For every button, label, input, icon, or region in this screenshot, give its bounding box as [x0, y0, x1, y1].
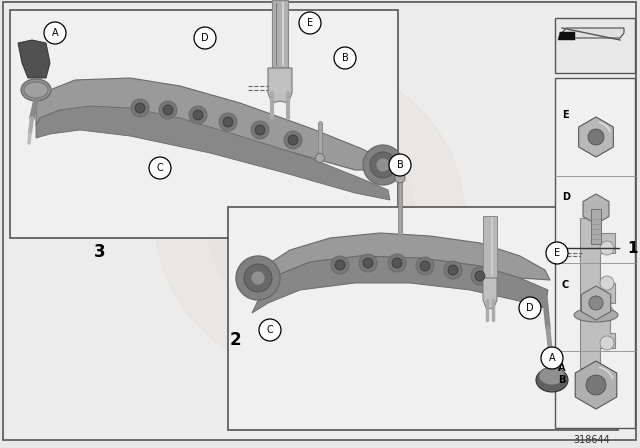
Circle shape: [389, 154, 411, 176]
Circle shape: [135, 103, 145, 113]
Text: A: A: [52, 28, 58, 38]
Circle shape: [250, 158, 370, 278]
Ellipse shape: [21, 79, 51, 101]
Circle shape: [205, 113, 415, 323]
Circle shape: [131, 99, 149, 117]
Circle shape: [255, 125, 265, 135]
Circle shape: [244, 264, 272, 292]
Circle shape: [448, 265, 458, 275]
Text: D: D: [526, 303, 534, 313]
Text: C: C: [267, 325, 273, 335]
Circle shape: [194, 27, 216, 49]
Polygon shape: [265, 233, 550, 286]
Circle shape: [444, 261, 462, 279]
Text: 318644: 318644: [573, 435, 611, 445]
Bar: [10, 10, 398, 238]
Text: B: B: [342, 53, 348, 63]
Circle shape: [416, 257, 434, 275]
Polygon shape: [581, 286, 611, 320]
Circle shape: [159, 101, 177, 119]
Circle shape: [331, 256, 349, 274]
Circle shape: [586, 375, 606, 395]
Circle shape: [236, 256, 280, 300]
Circle shape: [475, 271, 485, 281]
Circle shape: [219, 113, 237, 131]
Circle shape: [44, 22, 66, 44]
Circle shape: [251, 121, 269, 139]
Circle shape: [259, 319, 281, 341]
Text: E: E: [562, 110, 568, 120]
Circle shape: [363, 258, 373, 268]
Circle shape: [193, 110, 203, 120]
Circle shape: [420, 261, 430, 271]
Text: 3: 3: [94, 243, 106, 261]
Text: B: B: [397, 160, 403, 170]
Polygon shape: [583, 194, 609, 224]
Polygon shape: [483, 278, 497, 310]
Circle shape: [155, 63, 465, 373]
Circle shape: [395, 173, 405, 183]
Circle shape: [388, 254, 406, 272]
Ellipse shape: [24, 82, 48, 98]
Text: A: A: [548, 353, 556, 363]
Bar: [228, 207, 618, 430]
Circle shape: [541, 347, 563, 369]
Text: D: D: [562, 192, 570, 202]
Polygon shape: [18, 40, 50, 78]
Circle shape: [189, 106, 207, 124]
Circle shape: [519, 297, 541, 319]
Circle shape: [600, 306, 614, 320]
Circle shape: [251, 271, 265, 285]
Text: 2: 2: [229, 331, 241, 349]
Circle shape: [600, 241, 614, 255]
Ellipse shape: [536, 368, 568, 392]
Bar: [483, 216, 497, 278]
Circle shape: [163, 105, 173, 115]
Polygon shape: [268, 68, 292, 103]
Circle shape: [334, 47, 356, 69]
Text: C: C: [157, 163, 163, 173]
Bar: [555, 18, 635, 73]
Circle shape: [299, 12, 321, 34]
Text: E: E: [554, 248, 560, 258]
Polygon shape: [36, 78, 385, 170]
Circle shape: [370, 152, 396, 178]
Text: D: D: [201, 33, 209, 43]
Polygon shape: [36, 106, 390, 200]
Ellipse shape: [539, 367, 565, 385]
Bar: [555, 78, 635, 428]
Text: B: B: [558, 375, 565, 385]
Circle shape: [288, 135, 298, 145]
Circle shape: [359, 254, 377, 272]
Circle shape: [600, 276, 614, 290]
Circle shape: [223, 117, 233, 127]
Circle shape: [546, 242, 568, 264]
Text: A: A: [558, 363, 566, 373]
Circle shape: [335, 260, 345, 270]
Ellipse shape: [574, 308, 618, 322]
Polygon shape: [562, 28, 624, 38]
Polygon shape: [558, 32, 575, 40]
Polygon shape: [580, 218, 615, 368]
Bar: [272, 0, 288, 68]
Polygon shape: [575, 361, 617, 409]
Text: C: C: [562, 280, 569, 290]
Circle shape: [471, 267, 489, 285]
Polygon shape: [579, 117, 613, 157]
Circle shape: [392, 258, 402, 268]
Text: 1: 1: [627, 241, 637, 255]
Polygon shape: [252, 256, 548, 313]
Circle shape: [284, 131, 302, 149]
Text: E: E: [307, 18, 313, 28]
Circle shape: [149, 157, 171, 179]
Circle shape: [589, 296, 603, 310]
Circle shape: [600, 336, 614, 350]
Circle shape: [588, 129, 604, 145]
Circle shape: [376, 158, 390, 172]
Circle shape: [316, 154, 324, 163]
Circle shape: [363, 145, 403, 185]
Bar: [591, 209, 601, 244]
